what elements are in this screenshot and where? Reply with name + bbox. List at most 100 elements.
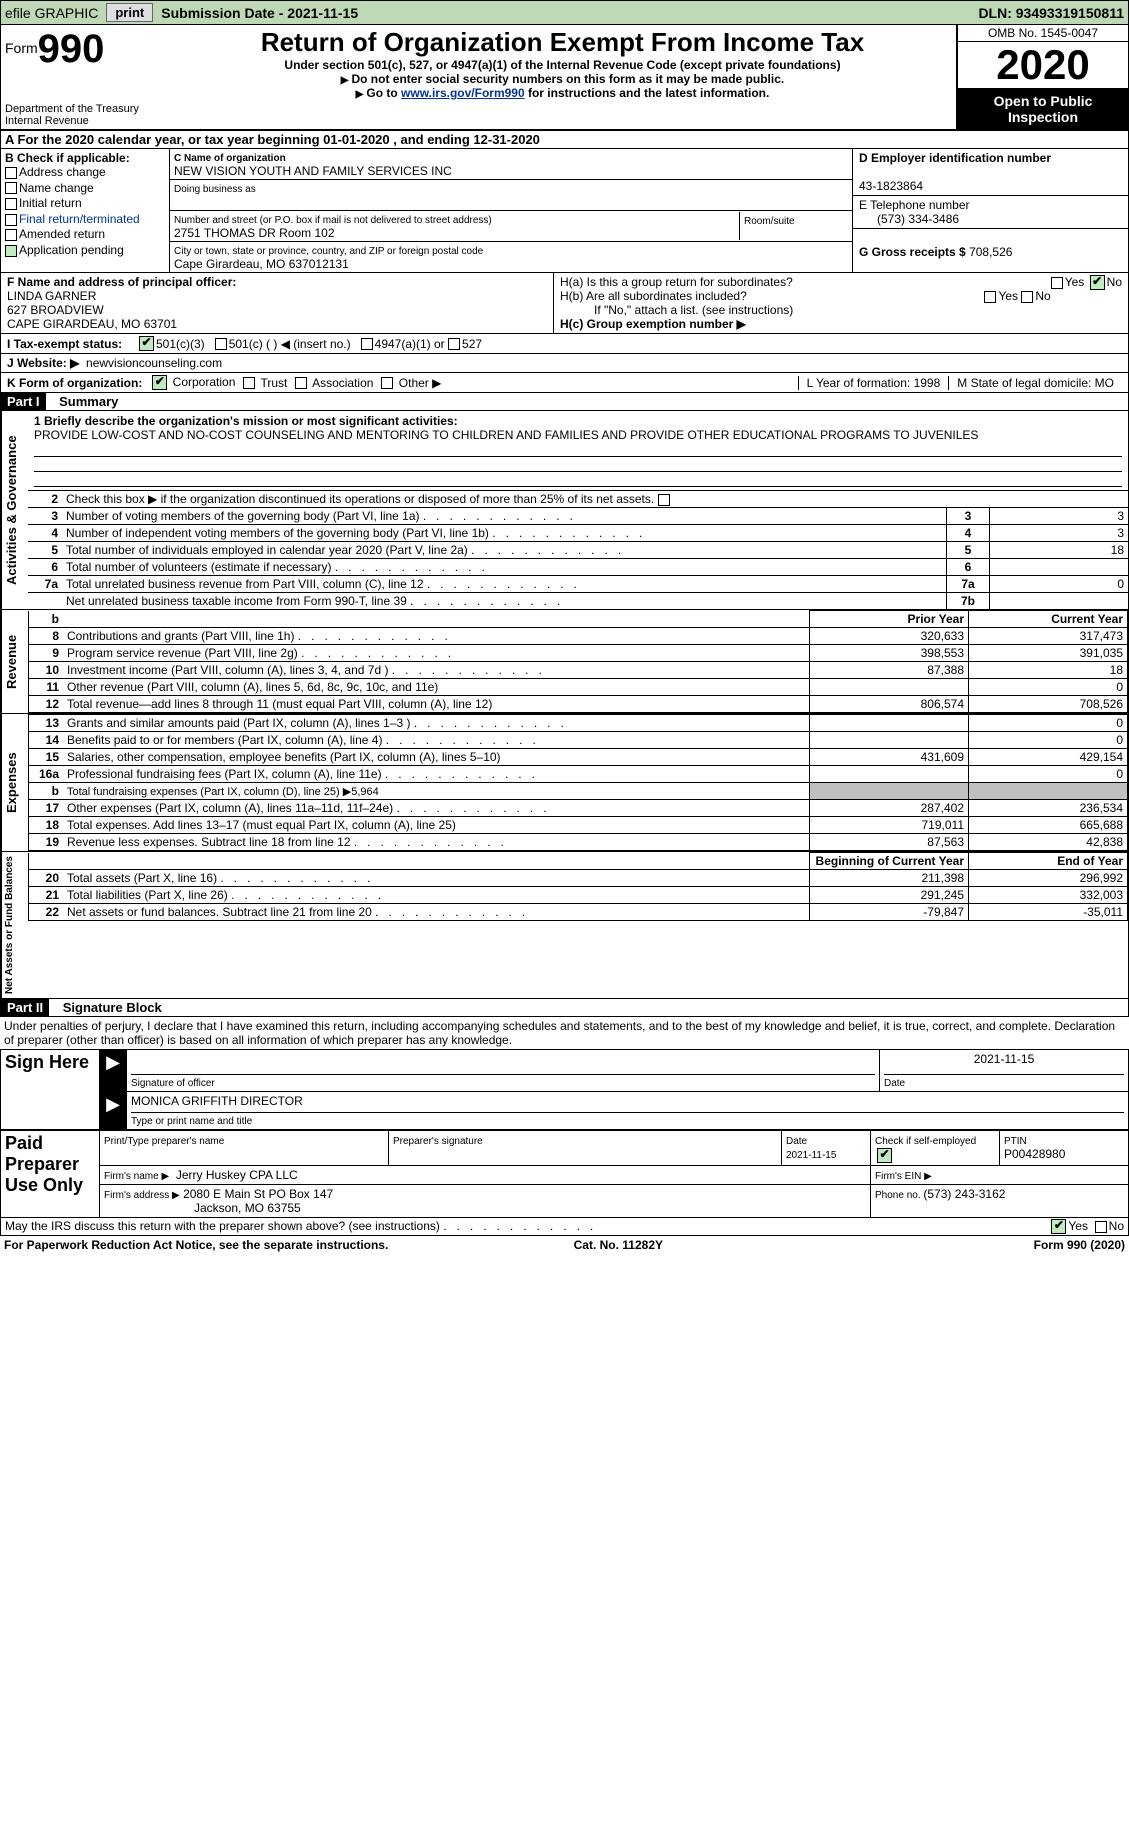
- table-row: 10Investment income (Part VIII, column (…: [29, 662, 1128, 679]
- arrow-icon: ▶: [100, 1092, 127, 1130]
- paid-preparer-table: Paid Preparer Use Only Print/Type prepar…: [0, 1130, 1129, 1217]
- h-c: H(c) Group exemption number ▶: [560, 317, 1122, 331]
- tax-year: 2020: [958, 42, 1128, 89]
- checkbox-icon[interactable]: [984, 291, 996, 303]
- checkbox-icon: [5, 214, 17, 226]
- tel-block: E Telephone number (573) 334-3486: [853, 196, 1128, 229]
- part-i-header: Part I Summary: [0, 393, 1129, 411]
- h-b-note: If "No," attach a list. (see instruction…: [560, 303, 1122, 317]
- omb-number: OMB No. 1545-0047: [958, 25, 1128, 42]
- section-net-assets: Net Assets or Fund Balances Beginning of…: [0, 852, 1129, 999]
- officer-signature-cell: Signature of officer: [127, 1050, 880, 1092]
- checked-icon[interactable]: ✔: [877, 1148, 892, 1163]
- table-row: 8Contributions and grants (Part VIII, li…: [29, 628, 1128, 645]
- check-initial-return[interactable]: Initial return: [5, 196, 165, 212]
- year-col: OMB No. 1545-0047 2020 Open to Public In…: [956, 25, 1128, 129]
- checkbox-icon[interactable]: [448, 338, 460, 350]
- checkbox-icon[interactable]: [243, 377, 255, 389]
- checkbox-icon: [5, 245, 17, 257]
- self-employed-cell: Check if self-employed ✔: [871, 1131, 1000, 1165]
- checked-icon[interactable]: ✔: [152, 375, 167, 390]
- checked-icon[interactable]: ✔: [139, 336, 154, 351]
- dba-block: Doing business as: [170, 180, 852, 211]
- table-row: Firm's address ▶ 2080 E Main St PO Box 1…: [1, 1184, 1129, 1217]
- state-domicile: M State of legal domicile: MO: [948, 376, 1122, 390]
- table-row: Net unrelated business taxable income fr…: [28, 593, 1128, 610]
- table-row: 5Total number of individuals employed in…: [28, 542, 1128, 559]
- firm-name-cell: Firm's name ▶ Jerry Huskey CPA LLC: [100, 1165, 871, 1184]
- subtitle-3: Go to www.irs.gov/Form990 for instructio…: [175, 86, 950, 100]
- table-row: 15Salaries, other compensation, employee…: [29, 749, 1128, 766]
- form-id-col: Form990 Department of the Treasury Inter…: [1, 25, 169, 129]
- check-app-pending[interactable]: Application pending: [5, 243, 165, 259]
- room-suite: Room/suite: [740, 212, 848, 240]
- ptin-cell: PTINP00428980: [1000, 1131, 1129, 1165]
- block-bcd: B Check if applicable: Address change Na…: [0, 149, 1129, 273]
- checkbox-icon[interactable]: [1021, 291, 1033, 303]
- sig-date-cell: 2021-11-15 Date: [880, 1050, 1129, 1092]
- submission-label: Submission Date - 2021-11-15: [161, 5, 358, 21]
- table-row: 4Number of independent voting members of…: [28, 525, 1128, 542]
- prep-date-cell: Date2021-11-15: [782, 1131, 871, 1165]
- checkbox-icon[interactable]: [295, 377, 307, 389]
- section-expenses: Expenses 13Grants and similar amounts pa…: [0, 714, 1129, 852]
- subtitle-2: Do not enter social security numbers on …: [175, 72, 950, 86]
- footer-final: For Paperwork Reduction Act Notice, see …: [0, 1236, 1129, 1254]
- row-a-tax-year: A For the 2020 calendar year, or tax yea…: [0, 131, 1129, 149]
- table-row: ▶ MONICA GRIFFITH DIRECTOR Type or print…: [1, 1092, 1129, 1130]
- firm-ein-cell: Firm's EIN ▶: [871, 1165, 1129, 1184]
- form-990-label: Form990: [5, 27, 165, 72]
- checkbox-icon: [5, 198, 17, 210]
- checkbox-icon: [5, 167, 17, 179]
- table-row: 22Net assets or fund balances. Subtract …: [29, 904, 1128, 921]
- signature-intro: Under penalties of perjury, I declare th…: [0, 1017, 1129, 1049]
- dept-treasury: Department of the Treasury Internal Reve…: [5, 103, 165, 127]
- table-row: 12Total revenue—add lines 8 through 11 (…: [29, 696, 1128, 713]
- open-to-public: Open to Public Inspection: [958, 89, 1128, 129]
- dln: DLN: 93493319150811: [978, 5, 1124, 21]
- table-row: 9Program service revenue (Part VIII, lin…: [29, 645, 1128, 662]
- rule-line: [34, 457, 1122, 472]
- h-b: H(b) Are all subordinates included? Yes …: [560, 289, 1122, 303]
- paid-preparer-label: Paid Preparer Use Only: [1, 1131, 100, 1217]
- main-title: Return of Organization Exempt From Incom…: [175, 27, 950, 58]
- checked-icon[interactable]: ✔: [1051, 1219, 1066, 1234]
- table-header-row: bPrior YearCurrent Year: [29, 611, 1128, 628]
- net-assets-table: Beginning of Current YearEnd of Year 20T…: [28, 852, 1128, 921]
- row-i-tax-status: I Tax-exempt status: ✔ 501(c)(3) 501(c) …: [0, 334, 1129, 354]
- checkbox-icon[interactable]: [361, 338, 373, 350]
- rule-line: [34, 442, 1122, 457]
- table-row: 2 Check this box ▶ if the organization d…: [28, 491, 1128, 508]
- checked-icon[interactable]: ✔: [1090, 275, 1105, 290]
- table-row: 6Total number of volunteers (estimate if…: [28, 559, 1128, 576]
- rule-line: [34, 472, 1122, 487]
- checkbox-icon[interactable]: [381, 377, 393, 389]
- table-row: 16aProfessional fundraising fees (Part I…: [29, 766, 1128, 783]
- pra-notice: For Paperwork Reduction Act Notice, see …: [4, 1238, 388, 1252]
- check-amended[interactable]: Amended return: [5, 227, 165, 243]
- efile-label: efile GRAPHIC: [5, 5, 98, 21]
- revenue-table: bPrior YearCurrent Year 8Contributions a…: [28, 610, 1128, 713]
- print-button[interactable]: print: [106, 3, 153, 22]
- firm-phone-cell: Phone no. (573) 243-3162: [871, 1184, 1129, 1217]
- check-address-change[interactable]: Address change: [5, 165, 165, 181]
- table-row: 18Total expenses. Add lines 13–17 (must …: [29, 817, 1128, 834]
- checkbox-icon[interactable]: [215, 338, 227, 350]
- checkbox-icon[interactable]: [658, 494, 670, 506]
- title-col: Return of Organization Exempt From Incom…: [169, 25, 956, 129]
- name-title-cell: MONICA GRIFFITH DIRECTOR Type or print n…: [127, 1092, 1129, 1130]
- cat-no: Cat. No. 11282Y: [574, 1238, 663, 1252]
- check-name-change[interactable]: Name change: [5, 181, 165, 197]
- preparer-sig-cell: Preparer's signature: [389, 1131, 782, 1165]
- irs-link[interactable]: www.irs.gov/Form990: [401, 86, 525, 100]
- check-final-return[interactable]: Final return/terminated: [5, 212, 165, 228]
- checkbox-icon[interactable]: [1095, 1221, 1107, 1233]
- col-d-right: D Employer identification number 43-1823…: [852, 149, 1128, 272]
- checkbox-icon[interactable]: [1051, 277, 1063, 289]
- checkbox-icon: [5, 229, 17, 241]
- subtitle-1: Under section 501(c), 527, or 4947(a)(1)…: [175, 58, 950, 72]
- col-b-checkboxes: B Check if applicable: Address change Na…: [1, 149, 170, 272]
- gross-receipts: G Gross receipts $ 708,526: [853, 229, 1128, 261]
- vert-label-expenses: Expenses: [1, 714, 28, 851]
- table-row: 11Other revenue (Part VIII, column (A), …: [29, 679, 1128, 696]
